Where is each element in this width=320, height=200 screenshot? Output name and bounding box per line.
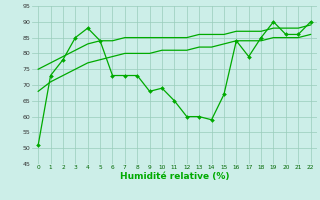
- X-axis label: Humidité relative (%): Humidité relative (%): [120, 172, 229, 181]
